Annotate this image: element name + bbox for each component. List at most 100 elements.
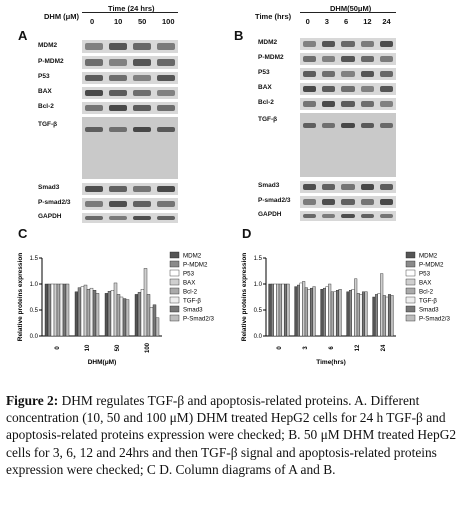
bar	[309, 287, 313, 337]
lane-label: 6	[344, 17, 349, 26]
caption-text: DHM regulates TGF-β and apoptosis-relate…	[6, 393, 457, 477]
blot-band	[360, 199, 374, 205]
y-tick-label: 1.5	[254, 256, 263, 262]
bar	[281, 283, 285, 337]
blot-band	[157, 216, 175, 220]
blot-band	[133, 90, 151, 96]
x-tick-label: 100	[145, 342, 151, 353]
blot-band	[322, 56, 336, 62]
blot-row-label: P53	[38, 73, 50, 80]
blot-band	[85, 59, 103, 66]
blot-band	[341, 123, 355, 128]
bar	[119, 296, 124, 337]
legend-swatch	[169, 287, 180, 295]
bar	[335, 290, 339, 337]
bar	[390, 295, 394, 337]
blot-band	[303, 101, 317, 107]
blot-row-label: Bcl-2	[258, 99, 274, 106]
bar	[320, 289, 324, 337]
bar	[113, 282, 118, 337]
chart-d: Relative proteins expression 0.0 0.5 1.0 1.5…	[241, 251, 451, 366]
caption-label: Figure 2:	[6, 393, 59, 408]
lane-label: 24	[382, 17, 391, 26]
blot-band	[360, 71, 374, 77]
bar	[361, 291, 365, 337]
bar	[50, 283, 55, 337]
legend-label: P-MDM2	[183, 262, 208, 269]
blot-band	[303, 41, 317, 47]
x-tick-label: 3	[303, 346, 309, 350]
blot-band	[341, 214, 355, 218]
blot-row-label: P-smad2/3	[258, 197, 291, 204]
legend-swatch	[405, 278, 416, 286]
legend-label: P53	[183, 271, 195, 278]
bar	[346, 291, 350, 337]
blot-band	[157, 201, 175, 207]
bar	[59, 283, 64, 337]
bar	[268, 283, 272, 337]
blot-band	[341, 86, 355, 92]
blot-band	[157, 43, 175, 50]
blot-band	[303, 71, 317, 77]
legend-label: Smad3	[183, 307, 203, 314]
bar	[338, 289, 342, 337]
blot-band	[341, 56, 355, 62]
x-tick-label: 24	[381, 344, 387, 351]
blot-band	[133, 216, 151, 220]
legend-swatch	[169, 296, 180, 304]
blot-band	[85, 75, 103, 81]
bar	[137, 292, 142, 337]
legend-swatch	[169, 260, 180, 268]
bar	[294, 286, 298, 337]
blot-row-label: GAPDH	[38, 213, 62, 220]
legend-label: TGF-β	[419, 298, 437, 305]
bar	[95, 293, 100, 337]
blot-band	[85, 90, 103, 96]
legend-swatch	[169, 305, 180, 313]
legend-label: Bcl-2	[419, 289, 434, 296]
blot-band	[157, 75, 175, 81]
bar	[356, 293, 360, 337]
blot-band	[379, 41, 393, 47]
bar	[143, 268, 148, 337]
blot-row-label: BAX	[258, 84, 272, 91]
blot-band	[85, 201, 103, 207]
bar	[74, 291, 79, 337]
bar	[307, 289, 311, 337]
panel-a-letter: A	[18, 28, 28, 43]
legend-swatch	[405, 260, 416, 268]
bar	[116, 294, 121, 337]
blot-band	[360, 101, 374, 107]
legend-swatch	[405, 305, 416, 313]
blot-band	[379, 184, 393, 190]
bar	[271, 283, 275, 337]
bar	[299, 282, 303, 337]
bar	[372, 296, 376, 337]
legend-swatch	[169, 269, 180, 277]
bar	[297, 284, 301, 337]
x-tick-label: 12	[355, 344, 361, 351]
panel-b-header-group: DHM(50μM)	[330, 4, 372, 13]
y-axis-label: Relative proteins expression	[241, 253, 248, 342]
bar	[322, 287, 326, 337]
bar	[122, 298, 127, 337]
blot-band	[322, 101, 336, 107]
bar	[146, 294, 151, 337]
bar	[351, 289, 355, 337]
legend-swatch	[405, 269, 416, 277]
blot-band	[157, 90, 175, 96]
blot-band	[360, 214, 374, 218]
bar	[77, 287, 82, 337]
panel-d-letter: D	[242, 226, 252, 241]
blot-row-label: P53	[258, 69, 270, 76]
y-tick-label: 0.0	[254, 334, 263, 340]
blot-band	[109, 127, 127, 132]
blot-band	[303, 214, 317, 218]
panel-a-header-group: Time (24 hrs)	[108, 4, 155, 13]
blot-band	[85, 43, 103, 50]
bar	[302, 281, 306, 337]
panel-a-header-label: DHM (μM)	[44, 12, 79, 21]
blot-strip	[82, 102, 178, 114]
blot-band	[109, 90, 127, 96]
blot-row-label: Bcl-2	[38, 103, 54, 110]
